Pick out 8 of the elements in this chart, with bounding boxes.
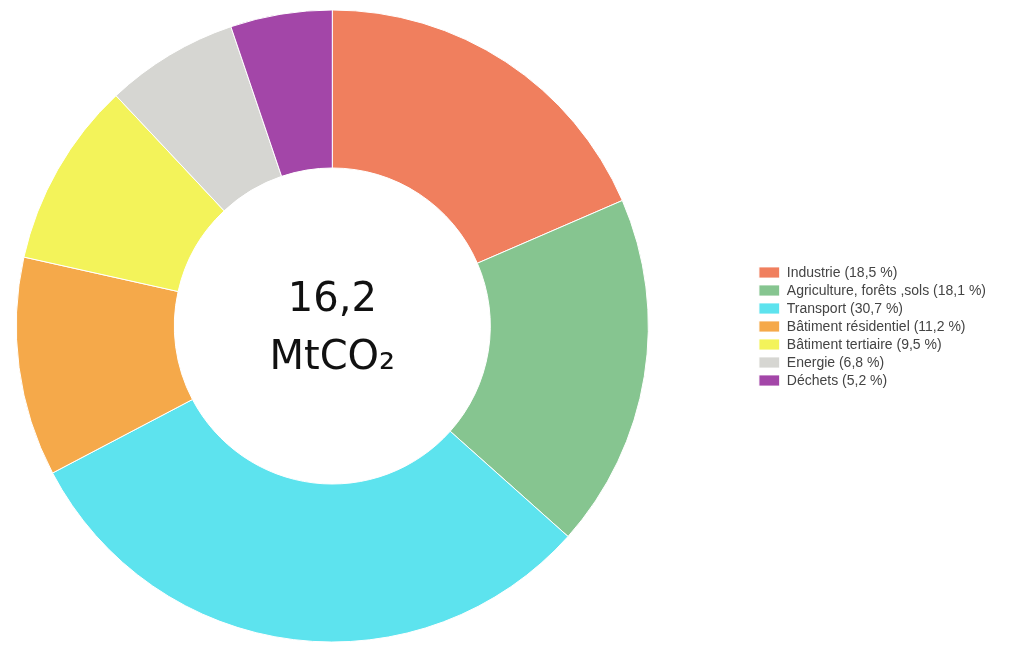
legend-label: Bâtiment résidentiel (11,2 %) <box>786 317 966 334</box>
legend-label: Energie (6,8 %) <box>786 353 885 370</box>
legend-label: Déchets (5,2 %) <box>786 371 888 388</box>
text: 16,2 MtCO₂ <box>269 274 396 378</box>
legend-label: Industrie (18,5 %) <box>786 263 898 280</box>
legend-label: Transport (30,7 %) <box>786 299 904 316</box>
legend-label: Agriculture, forêts ,sols (18,1 %) <box>786 281 986 298</box>
legend-label: Bâtiment tertiaire (9,5 %) <box>786 335 942 352</box>
